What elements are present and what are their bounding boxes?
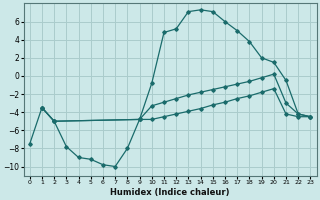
X-axis label: Humidex (Indice chaleur): Humidex (Indice chaleur) <box>110 188 230 197</box>
